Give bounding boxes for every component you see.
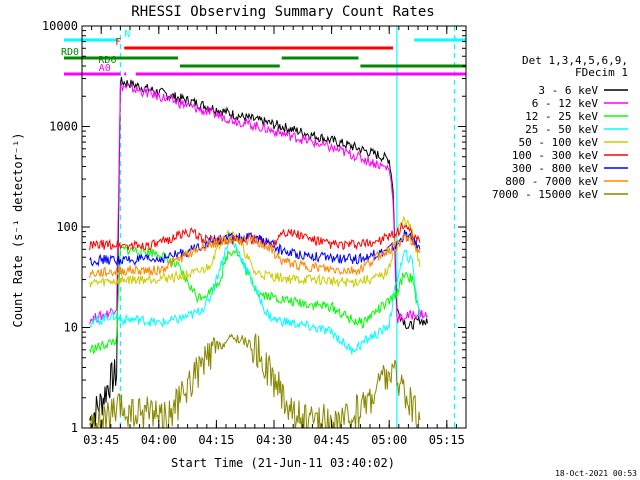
legend-title: FDecim 1 bbox=[575, 66, 628, 79]
y-axis: 1 10 100 1000 10000 bbox=[42, 19, 466, 435]
series-line bbox=[89, 239, 421, 355]
series-line bbox=[89, 333, 421, 428]
x-tick-label: 03:45 bbox=[83, 433, 119, 447]
legend-entry: 6 - 12 keV bbox=[532, 97, 599, 110]
legend-entry: 7000 - 15000 keV bbox=[492, 188, 598, 201]
series-group bbox=[89, 76, 429, 428]
timestamp: 18-Oct-2021 00:53 bbox=[555, 469, 637, 478]
legend-entry: 3 - 6 keV bbox=[538, 84, 598, 97]
legend-entry: 300 - 800 keV bbox=[512, 162, 598, 175]
flag-label: F bbox=[115, 37, 121, 48]
flag-label: N bbox=[124, 29, 130, 40]
y-tick-label: 10 bbox=[64, 321, 78, 335]
legend-entry: 12 - 25 keV bbox=[525, 110, 598, 123]
series-line bbox=[89, 222, 421, 252]
series-line bbox=[89, 215, 421, 289]
series-line bbox=[89, 82, 428, 325]
y-tick-label: 10000 bbox=[42, 19, 78, 33]
chart-title: RHESSI Observing Summary Count Rates bbox=[131, 4, 434, 20]
flag-label: RD0 bbox=[61, 47, 79, 58]
series-line bbox=[89, 76, 429, 428]
x-tick-label: 04:45 bbox=[314, 433, 350, 447]
series-line bbox=[89, 233, 421, 278]
y-tick-label: 1 bbox=[71, 421, 78, 435]
y-tick-label: 1000 bbox=[49, 120, 78, 134]
legend-entry: 800 - 7000 keV bbox=[505, 175, 598, 188]
x-tick-label: 04:15 bbox=[198, 433, 234, 447]
x-tick-label: 04:30 bbox=[256, 433, 292, 447]
legend-title: Det 1,3,4,5,6,9, bbox=[522, 54, 628, 67]
legend-entry: 25 - 50 keV bbox=[525, 123, 598, 136]
legend-entry: 50 - 100 keV bbox=[519, 136, 599, 149]
x-axis-label: Start Time (21-Jun-11 03:40:02) bbox=[171, 456, 395, 470]
series-line bbox=[89, 244, 421, 355]
x-tick-label: 04:00 bbox=[141, 433, 177, 447]
y-tick-label: 100 bbox=[56, 220, 78, 234]
x-tick-label: 05:00 bbox=[371, 433, 407, 447]
flag-label: A0 bbox=[99, 63, 111, 74]
legend-entry: 100 - 300 keV bbox=[512, 149, 598, 162]
x-tick-label: 05:15 bbox=[429, 433, 465, 447]
y-axis-label: Count Rate (s⁻¹ detector⁻¹) bbox=[11, 132, 25, 327]
x-axis: 03:45 04:00 04:15 04:30 04:45 05:00 05:15 bbox=[81, 26, 467, 447]
flag-label: RD6 bbox=[98, 55, 116, 66]
